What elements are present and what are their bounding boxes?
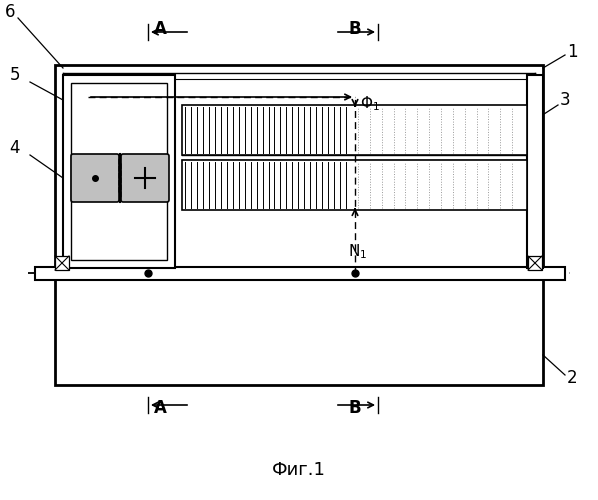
- Text: A: A: [154, 399, 166, 417]
- Bar: [182, 160, 527, 210]
- Bar: [71, 83, 167, 260]
- FancyBboxPatch shape: [121, 154, 169, 202]
- Bar: [35, 267, 565, 280]
- Bar: [527, 75, 543, 268]
- Text: $\Phi_1$: $\Phi_1$: [360, 94, 380, 112]
- Bar: [55, 256, 69, 270]
- Bar: [182, 105, 527, 155]
- Text: N: N: [142, 246, 154, 261]
- Bar: [528, 256, 542, 270]
- Text: 3: 3: [560, 91, 570, 109]
- Text: B: B: [349, 399, 361, 417]
- Text: 1: 1: [567, 43, 578, 61]
- Text: A: A: [154, 20, 166, 38]
- Bar: [55, 272, 543, 385]
- Bar: [55, 65, 543, 272]
- Text: 5: 5: [10, 66, 20, 84]
- Bar: [63, 75, 175, 268]
- FancyBboxPatch shape: [71, 154, 119, 202]
- Text: B: B: [349, 20, 361, 38]
- Text: 4: 4: [10, 139, 20, 157]
- Text: 2: 2: [567, 369, 578, 387]
- Text: N$_1$: N$_1$: [349, 242, 368, 261]
- Text: 6: 6: [5, 3, 16, 21]
- Text: Фиг.1: Фиг.1: [272, 461, 326, 479]
